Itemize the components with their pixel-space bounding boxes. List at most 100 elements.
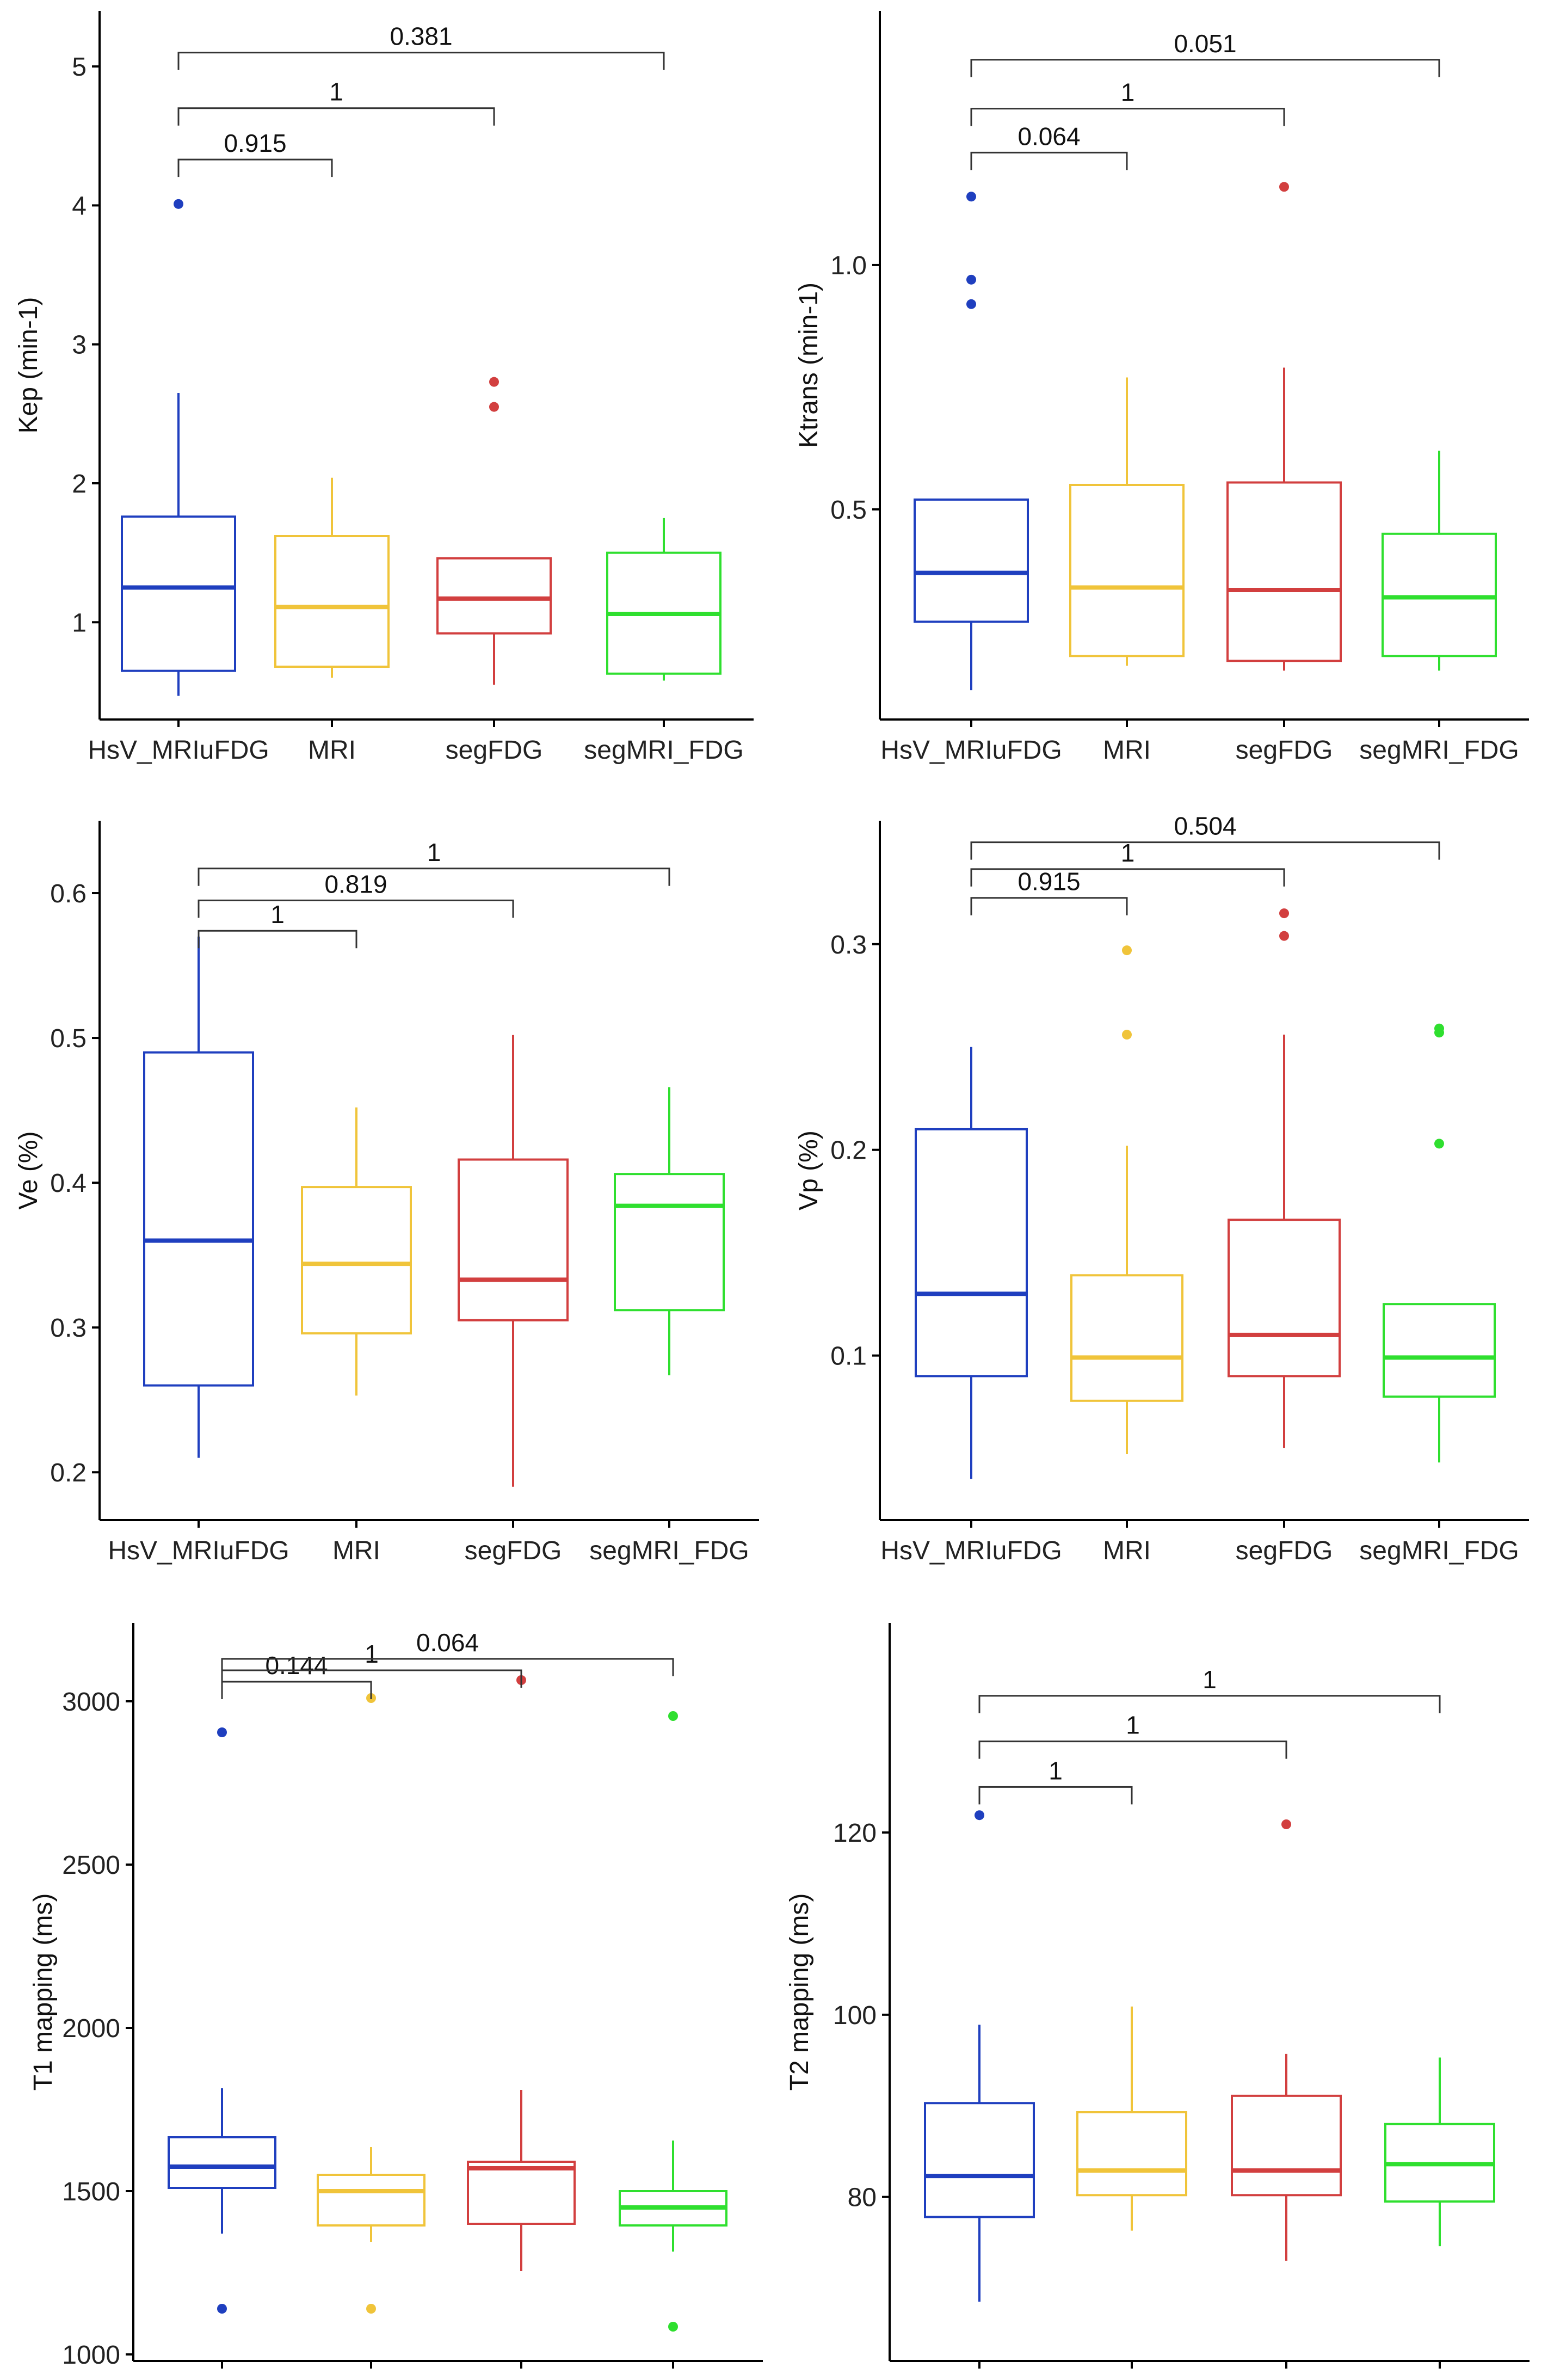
outlier-point (489, 377, 499, 387)
comparison-p-value: 0.064 (416, 1628, 479, 1657)
comparison-bracket (970, 897, 1128, 915)
comparison-p-value: 1 (1121, 839, 1135, 867)
box-iqr (1226, 481, 1342, 662)
x-tick-label: MRI (308, 736, 356, 765)
comparison-bracket (970, 59, 1440, 77)
x-tick-label: MRI (332, 1536, 380, 1565)
comparison-p-value: 0.504 (1174, 812, 1236, 840)
x-tick-label: segMRI_FDG (589, 1536, 749, 1565)
box-iqr (121, 515, 236, 672)
y-tick-label: 3 (72, 331, 87, 360)
outlier-point (1122, 945, 1132, 956)
panel-ve: 0.2 0.3 0.4 0.5 0.6 Ve (%) HsV_MRIuFDG MRI segFD… (14, 821, 759, 1565)
outlier-point (966, 274, 976, 285)
comparison-bracket (978, 1786, 1133, 1805)
comparison-p-value: 1 (1049, 1756, 1063, 1785)
comparison-bracket (221, 1658, 674, 1676)
outlier-point (1434, 1139, 1444, 1149)
comparison-p-value: 1 (1202, 1665, 1217, 1694)
x-tick-label: HsV_MRIuFDG (880, 736, 1062, 765)
comparison-bracket (978, 1741, 1287, 1759)
box-iqr (1231, 2094, 1342, 2197)
box-iqr (1070, 1274, 1183, 1402)
y-tick-label: 0.3 (830, 931, 867, 960)
outlier-point (1434, 1023, 1444, 1034)
panel-kep: 1 2 3 4 5 Kep (min-1) HsV_MRIuFDG MRI segFDG segM… (14, 11, 754, 765)
box-iqr (1382, 532, 1497, 657)
box-iqr (1228, 1219, 1341, 1377)
outlier-point (174, 199, 183, 209)
box-iqr (1383, 1303, 1496, 1398)
comparison-p-value: 1 (427, 838, 441, 866)
box-iqr (614, 1173, 725, 1312)
y-tick-label: 0.2 (830, 1136, 867, 1165)
panel-vp: 0.1 0.2 0.3 Vp (%) HsV_MRIuFDG MRI segFDG segMR… (794, 812, 1529, 1565)
outlier-point (217, 2304, 227, 2314)
box-iqr (436, 557, 552, 635)
y-tick-label: 100 (833, 2001, 877, 2030)
comparison-p-value: 1 (1121, 78, 1135, 107)
comparison-p-value: 0.819 (324, 870, 387, 898)
outlier-point (1279, 182, 1289, 192)
outlier-point (217, 1727, 227, 1737)
y-tick-label: 80 (848, 2184, 877, 2212)
y-axis-label: Vp (%) (794, 1130, 823, 1210)
box-iqr (914, 498, 1029, 623)
comparison-bracket (177, 52, 665, 70)
box-iqr (924, 2102, 1035, 2218)
x-tick-label: segFDG (1236, 1536, 1333, 1565)
comparison-p-value: 1 (365, 1640, 379, 1668)
x-tick-label: MRI (1103, 1536, 1151, 1565)
comparison-p-value: 0.144 (265, 1651, 328, 1680)
comparison-bracket (970, 108, 1285, 126)
x-tick-label: segFDG (446, 736, 543, 765)
comparison-bracket (221, 1669, 522, 1688)
outlier-point (668, 1711, 678, 1721)
comparison-bracket (978, 1695, 1441, 1713)
comparison-bracket (970, 841, 1440, 860)
outlier-point (966, 192, 976, 202)
outlier-point (975, 1810, 984, 1821)
box-iqr (317, 2174, 425, 2227)
box-iqr (1076, 2111, 1187, 2197)
y-tick-label: 1 (72, 608, 87, 637)
y-tick-label: 0.3 (50, 1314, 87, 1343)
comparison-bracket (970, 868, 1285, 887)
y-axis-label: Kep (min-1) (14, 297, 43, 434)
comparison-p-value: 1 (329, 78, 343, 106)
outlier-point (366, 2304, 376, 2314)
comparison-bracket (198, 868, 670, 886)
x-tick-label: segFDG (1236, 736, 1333, 765)
x-tick-label: segMRI_FDG (584, 736, 743, 765)
comparison-p-value: 1 (1126, 1711, 1140, 1739)
comparison-p-value: 0.915 (224, 129, 286, 157)
comparison-bracket (198, 899, 514, 918)
comparison-bracket (221, 1681, 372, 1699)
x-tick-label: segMRI_FDG (1359, 736, 1519, 765)
comparison-p-value: 0.051 (1174, 29, 1236, 58)
box-iqr (1069, 483, 1185, 657)
y-axis-label: Ktrans (min-1) (794, 282, 823, 448)
x-tick-label: segFDG (465, 1536, 562, 1565)
outlier-point (1279, 931, 1289, 941)
y-tick-label: 4 (72, 192, 87, 220)
y-tick-label: 0.5 (830, 496, 867, 525)
y-tick-label: 0.2 (50, 1459, 87, 1487)
outlier-point (489, 402, 499, 412)
box-iqr (915, 1128, 1028, 1377)
y-tick-label: 5 (72, 53, 87, 82)
comparison-p-value: 0.064 (1017, 122, 1080, 150)
comparison-bracket (970, 151, 1128, 170)
x-tick-label: HsV_MRIuFDG (108, 1536, 289, 1565)
outlier-point (1279, 908, 1289, 919)
y-tick-label: 2500 (62, 1851, 120, 1880)
y-tick-label: 1000 (62, 2341, 120, 2370)
outlier-point (966, 299, 976, 309)
y-tick-label: 3000 (62, 1688, 120, 1717)
y-tick-label: 0.4 (50, 1169, 87, 1198)
x-tick-label: MRI (1103, 736, 1151, 765)
